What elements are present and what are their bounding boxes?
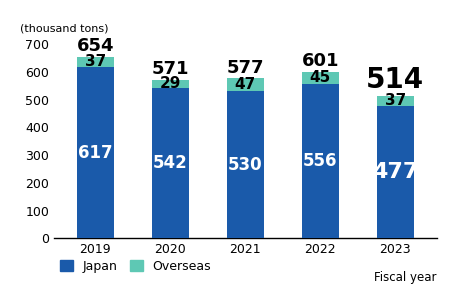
Legend: Japan, Overseas: Japan, Overseas bbox=[60, 260, 211, 273]
Text: 571: 571 bbox=[152, 60, 189, 78]
Text: 37: 37 bbox=[85, 55, 106, 69]
Bar bbox=[152, 88, 189, 238]
Text: (thousand tons): (thousand tons) bbox=[20, 24, 108, 34]
Bar bbox=[76, 57, 114, 67]
Text: 654: 654 bbox=[76, 37, 114, 55]
Text: 530: 530 bbox=[228, 156, 262, 174]
Text: 29: 29 bbox=[160, 76, 181, 91]
Text: 514: 514 bbox=[366, 66, 424, 94]
Text: 37: 37 bbox=[385, 93, 406, 108]
Bar bbox=[302, 72, 339, 84]
Bar bbox=[302, 84, 339, 238]
Bar bbox=[152, 80, 189, 88]
Bar bbox=[226, 91, 264, 238]
Bar bbox=[76, 67, 114, 238]
Text: 542: 542 bbox=[153, 154, 188, 172]
Bar bbox=[226, 78, 264, 91]
Text: 45: 45 bbox=[310, 70, 331, 85]
Bar bbox=[377, 106, 414, 238]
Bar bbox=[377, 96, 414, 106]
Text: 601: 601 bbox=[302, 52, 339, 70]
Text: 477: 477 bbox=[372, 162, 418, 182]
Text: 556: 556 bbox=[303, 152, 338, 170]
Text: 47: 47 bbox=[234, 77, 256, 92]
Text: 617: 617 bbox=[78, 144, 112, 162]
Text: Fiscal year: Fiscal year bbox=[374, 271, 436, 284]
Text: 577: 577 bbox=[226, 59, 264, 77]
